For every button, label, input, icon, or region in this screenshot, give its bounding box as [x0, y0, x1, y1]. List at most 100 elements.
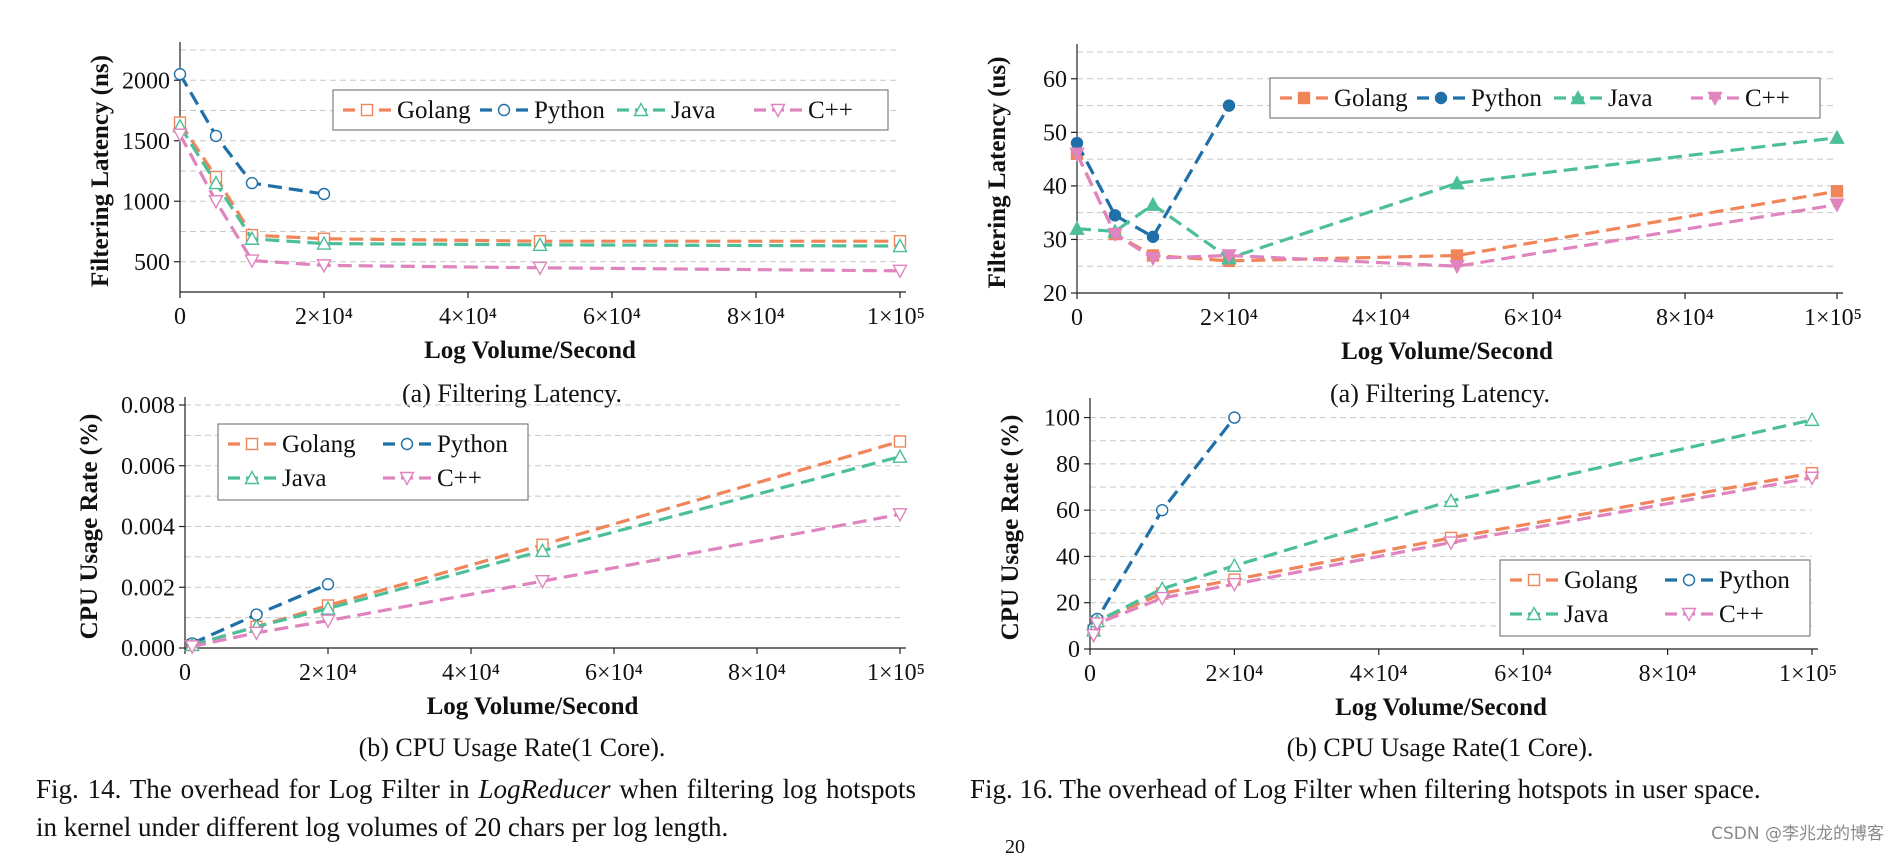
- fig16a-series-line: [1075, 104, 1231, 239]
- fig14a-ytick-label: 1000: [122, 189, 170, 215]
- fig14a-chart: 500 1000 1500 2000 0 2×10⁴ 4×10⁴ 6×10⁴ 8×10⁴ 1×10…: [87, 42, 925, 408]
- fig16b-xtick-label: 8×10⁴: [1639, 661, 1697, 687]
- fig14b-legend-marker: [399, 471, 415, 486]
- fig16b-data-point: [1443, 492, 1459, 508]
- fig16a-ytick-label: 30: [1043, 227, 1067, 253]
- fig14b-legend-label: Python: [437, 431, 508, 458]
- fig16b-legend-label: C++: [1719, 601, 1764, 628]
- fig16b-ytick-label: 80: [1056, 452, 1080, 478]
- fig16b-ytick-label: 40: [1056, 544, 1080, 570]
- fig14b-series-line: [191, 455, 901, 647]
- fig16a-ylabel: Filtering Latency (us): [984, 57, 1011, 289]
- fig16a-xtick-label: 4×10⁴: [1352, 305, 1410, 331]
- fig16b-data-point: [1155, 503, 1169, 517]
- fig16a-xtick-label: 8×10⁴: [1656, 305, 1714, 331]
- fig16a-series-java: [1069, 129, 1845, 265]
- fig14b-xtick-label: 8×10⁴: [728, 660, 786, 686]
- fig16b-legend-label: Java: [1564, 601, 1608, 628]
- fig14a-data-point: [316, 259, 332, 274]
- fig14a-xtick-label: 6×10⁴: [583, 304, 641, 330]
- fig16b-subcaption: (b) CPU Usage Rate(1 Core).: [1287, 733, 1594, 762]
- fig14a-data-point: [892, 264, 908, 279]
- fig16a-xtick-label: 2×10⁴: [1200, 305, 1258, 331]
- fig16a-series-line: [1075, 153, 1838, 268]
- fig16a-chart: 20 30 40 50 60 0 2×10⁴ 4×10⁴ 6×10⁴ 8×10⁴ 1×10⁵ Filt…: [984, 44, 1862, 408]
- fig14a-xtick-label: 4×10⁴: [439, 304, 497, 330]
- fig16b-data-point: [1226, 578, 1243, 593]
- fig14b-chart: 0.000 0.002 0.004 0.006 0.008 0 2×10⁴ 4×10⁴ 6×10…: [76, 393, 925, 762]
- fig16a-xtick-label: 0: [1071, 305, 1083, 331]
- fig14a-data-point: [317, 187, 331, 201]
- fig16b-ytick-label: 100: [1044, 406, 1080, 432]
- fig14a-xtick-label: 8×10⁴: [727, 304, 785, 330]
- fig14b-xtick-label: 0: [179, 660, 191, 686]
- fig16b-xtick-label: 0: [1084, 661, 1096, 687]
- fig16a-data-point: [1146, 230, 1160, 243]
- fig14a-data-point: [209, 129, 223, 143]
- fig14b-data-point: [250, 608, 263, 621]
- fig16b-legend-label: Golang: [1564, 567, 1638, 594]
- fig16b-xtick-label: 1×10⁵: [1779, 661, 1837, 687]
- fig14a-series-golang: [173, 116, 907, 248]
- fig14a-legend-label: Python: [534, 97, 605, 124]
- fig16b-legend-box: [1499, 559, 1811, 637]
- fig16b-data-point: [1804, 411, 1820, 427]
- fig14b-xlabel: Log Volume/Second: [427, 693, 639, 720]
- fig14a-series-line: [178, 121, 900, 243]
- fig14a-data-point: [532, 261, 548, 276]
- fig16b-legend-marker: [1682, 573, 1696, 587]
- fig14b-legend-marker: [245, 437, 259, 451]
- fig16a-data-point: [1070, 136, 1084, 150]
- fig14-caption-emph: LogReducer: [478, 774, 611, 804]
- fig16a-data-point: [1449, 175, 1465, 190]
- fig14b-legend-marker: [244, 470, 260, 485]
- fig14a-data-point: [532, 236, 548, 252]
- fig16b-ytick-label: 60: [1056, 498, 1080, 524]
- fig14a-subcaption: (a) Filtering Latency.: [402, 379, 622, 408]
- fig14a-legend-marker: [633, 102, 649, 117]
- fig14b-subcaption: (b) CPU Usage Rate(1 Core).: [359, 733, 666, 762]
- fig16a-series-golang: [1070, 147, 1844, 268]
- fig16b-data-point: [1443, 536, 1459, 551]
- fig14a-ytick-label: 1500: [122, 129, 170, 155]
- fig14a-ytick-label: 2000: [122, 68, 170, 94]
- fig14b-ytick-label: 0.008: [121, 393, 175, 419]
- fig16b-data-point: [1804, 471, 1820, 486]
- fig14b-ytick-label: 0.004: [121, 515, 175, 541]
- fig16a-legend-marker: [1707, 91, 1723, 106]
- fig16b-series-cpp: [1085, 471, 1820, 644]
- fig14a-ylabel: Filtering Latency (ns): [87, 55, 114, 287]
- fig14a-xtick-label: 2×10⁴: [295, 304, 353, 330]
- fig14a-series-cpp: [172, 128, 908, 279]
- fig14a-data-point: [245, 176, 259, 190]
- fig16a-data-point: [1829, 129, 1845, 144]
- fig14b-legend-label: C++: [437, 465, 482, 492]
- fig16b-ylabel: CPU Usage Rate (%): [997, 415, 1024, 641]
- fig14a-series-python: [173, 67, 331, 201]
- fig14b-ytick-label: 0.000: [121, 636, 175, 662]
- fig14b-ytick-label: 0.002: [121, 575, 175, 601]
- fig14b-legend: Golang Python Java C++: [217, 423, 529, 501]
- fig16b-xtick-label: 2×10⁴: [1205, 661, 1263, 687]
- fig14a-series-line: [178, 133, 901, 273]
- fig16b-data-point: [1085, 628, 1102, 644]
- fig16a-xtick-label: 1×10⁵: [1804, 305, 1862, 331]
- fig16a-legend-label: Java: [1608, 85, 1652, 112]
- fig16b-legend-marker: [1527, 573, 1541, 587]
- fig14b-data-point: [248, 626, 265, 641]
- fig14b-ytick-label: 0.006: [121, 454, 175, 480]
- fig14b-legend-label: Java: [282, 465, 326, 492]
- fig16a-data-point: [1145, 251, 1161, 267]
- fig14b-xtick-label: 4×10⁴: [442, 660, 500, 686]
- fig16b-data-point: [1154, 591, 1170, 607]
- fig14a-data-point: [244, 254, 260, 269]
- fig16a-ytick-label: 40: [1043, 174, 1067, 200]
- fig14a-data-point: [244, 230, 260, 245]
- fig14a-series-line: [178, 125, 901, 248]
- fig14-caption: Fig. 14. The overhead for Log Filter in …: [36, 774, 916, 842]
- fig14a-xtick-label: 1×10⁵: [867, 304, 925, 330]
- fig16a-legend-marker: [1570, 90, 1586, 105]
- fig16a-xlabel: Log Volume/Second: [1341, 338, 1553, 365]
- fig16a-ytick-label: 60: [1043, 67, 1067, 93]
